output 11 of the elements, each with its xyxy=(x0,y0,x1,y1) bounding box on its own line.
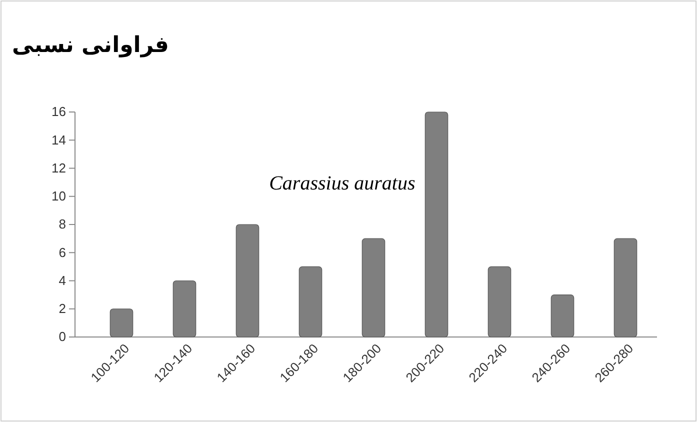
y-tick-label: 8 xyxy=(58,216,66,232)
chart-title: فراوانی نسبی xyxy=(12,33,169,58)
y-tick-label: 2 xyxy=(58,301,66,316)
y-tick-label: 16 xyxy=(52,104,66,120)
y-tick-label: 14 xyxy=(52,132,66,148)
y-tick-label: 10 xyxy=(52,188,66,204)
y-tick-label: 12 xyxy=(52,160,66,176)
y-tick-label: 6 xyxy=(58,244,66,260)
y-tick-label: 4 xyxy=(58,272,66,288)
y-tick-label: 0 xyxy=(58,329,66,344)
annotation: Carassius auratus xyxy=(269,172,416,194)
